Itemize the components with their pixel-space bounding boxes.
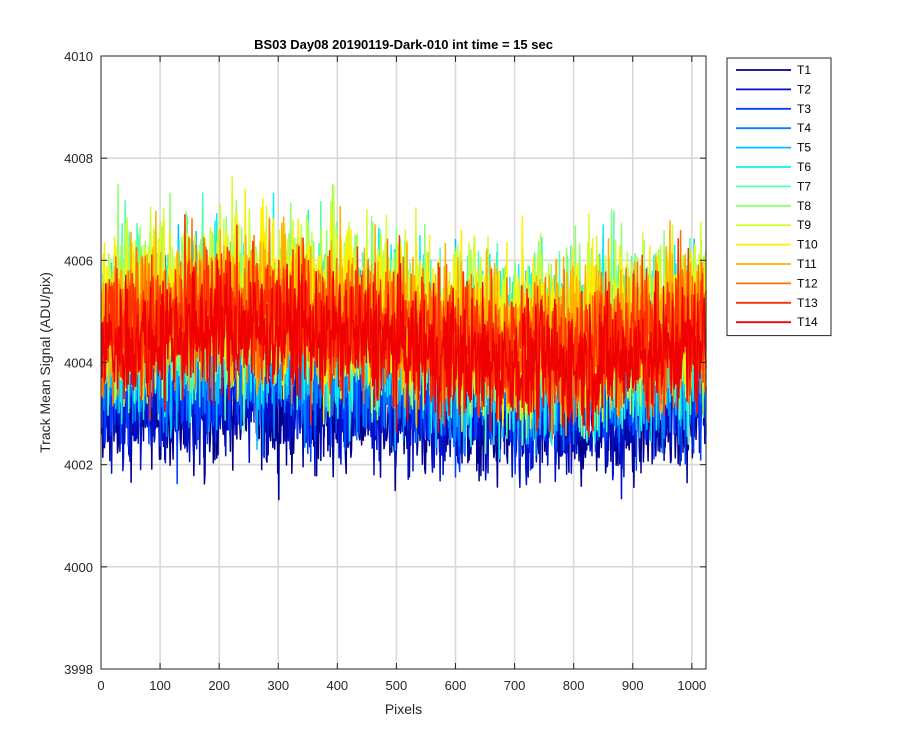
y-tick-label: 4008 xyxy=(64,151,93,166)
y-tick-label: 4002 xyxy=(64,458,93,473)
legend-box xyxy=(726,57,832,337)
legend-label-t1: T1 xyxy=(797,63,811,77)
legend-label-t9: T9 xyxy=(797,218,811,232)
y-tick-label: 3998 xyxy=(64,662,93,677)
x-axis-label: Pixels xyxy=(385,701,422,717)
x-tick-label: 0 xyxy=(97,678,104,693)
y-tick-label: 4006 xyxy=(64,253,93,268)
y-tick-label: 4004 xyxy=(64,356,93,371)
x-tick-label: 1000 xyxy=(677,678,706,693)
ticks: 0 100 200 300 400 500 600 700 800 900 1000 3998 4000… xyxy=(64,49,706,693)
legend-label-t3: T3 xyxy=(797,102,811,116)
y-tick-label: 4010 xyxy=(64,49,93,64)
legend-label-t7: T7 xyxy=(797,179,811,193)
x-tick-label: 300 xyxy=(267,678,289,693)
x-tick-label: 900 xyxy=(622,678,644,693)
legend-label-t11: T11 xyxy=(797,257,817,271)
x-tick-label: 700 xyxy=(504,678,526,693)
legend-label-t14: T14 xyxy=(797,315,818,329)
legend-label-t5: T5 xyxy=(797,141,811,155)
x-tick-label: 400 xyxy=(326,678,348,693)
x-tick-label: 100 xyxy=(149,678,171,693)
legend-label-t6: T6 xyxy=(797,160,811,174)
x-tick-label: 200 xyxy=(208,678,230,693)
legend-label-t12: T12 xyxy=(797,276,818,290)
legend-label-t4: T4 xyxy=(797,121,811,135)
y-tick-label: 4000 xyxy=(64,560,93,575)
series-line-t14 xyxy=(100,245,707,434)
x-tick-label: 600 xyxy=(445,678,467,693)
x-tick-label: 500 xyxy=(386,678,408,693)
legend-label-t10: T10 xyxy=(797,238,818,252)
x-tick-label: 800 xyxy=(563,678,585,693)
legend: T1 T2 T3 T4 T5 T6 T7 T8 T9 T10 T11 T12 T13 T14 xyxy=(726,57,832,337)
y-axis-label: Track Mean Signal (ADU/pix) xyxy=(37,272,53,453)
legend-label-t13: T13 xyxy=(797,296,818,310)
chart-title: BS03 Day08 20190119-Dark-010 int time = … xyxy=(254,37,553,52)
series-lines xyxy=(100,176,707,501)
legend-label-t8: T8 xyxy=(797,199,811,213)
legend-label-t2: T2 xyxy=(797,82,811,96)
